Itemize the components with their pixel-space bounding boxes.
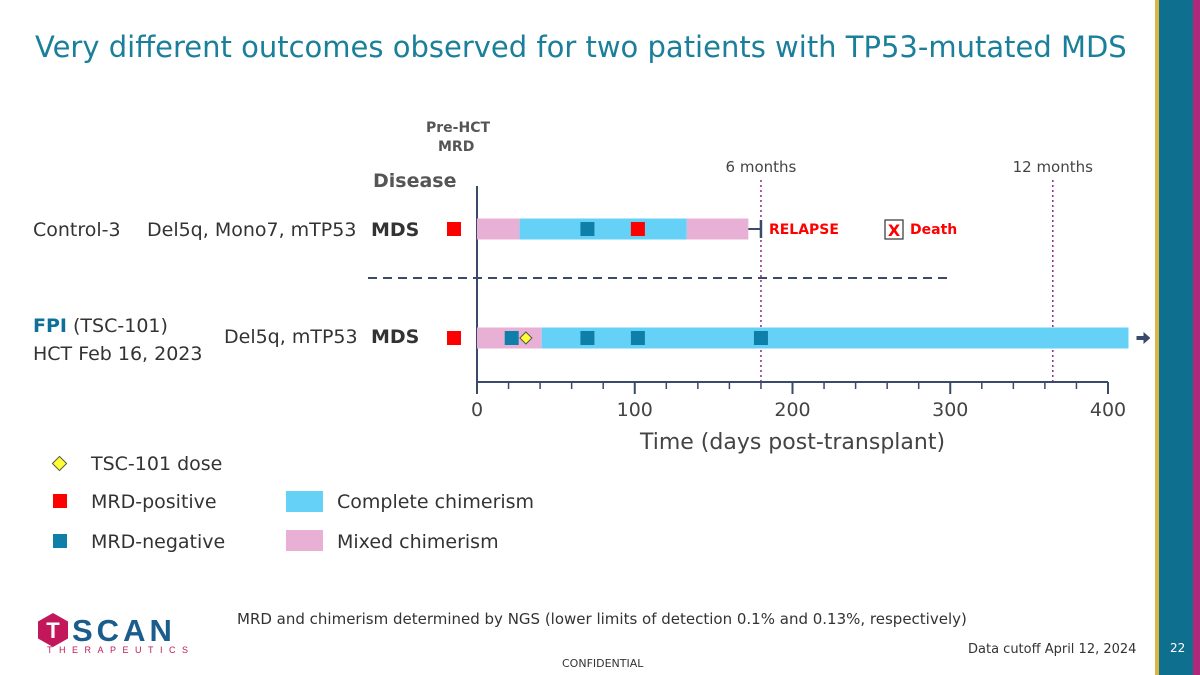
logo-text: SCAN bbox=[72, 613, 176, 648]
logo-mark-icon: T bbox=[38, 613, 68, 647]
legend-mixed-label: Mixed chimerism bbox=[337, 531, 499, 553]
mrd-marker-positive bbox=[630, 222, 645, 236]
legend-mrd-negative-label: MRD-negative bbox=[91, 531, 226, 553]
pre-hct-label-line2: MRD bbox=[438, 139, 475, 155]
patient-name-fpi: FPI bbox=[33, 315, 67, 337]
edge-stripe-gold bbox=[1155, 0, 1159, 675]
death-mark: X bbox=[888, 221, 901, 240]
x-tick-label: 100 bbox=[617, 399, 653, 421]
mrd-marker-negative bbox=[753, 331, 768, 345]
x-tick-label: 400 bbox=[1090, 399, 1126, 421]
legend-dose-label: TSC-101 dose bbox=[91, 453, 223, 475]
death-label: Death bbox=[910, 222, 957, 238]
death-box bbox=[884, 219, 904, 240]
edge-stripe-magenta bbox=[1193, 0, 1200, 675]
mrd-marker-negative bbox=[630, 331, 645, 345]
disease-header: Disease bbox=[373, 170, 457, 192]
legend-mrd-positive-label: MRD-positive bbox=[91, 491, 217, 513]
footnote: MRD and chimerism determined by NGS (low… bbox=[237, 610, 967, 628]
ongoing-arrow-icon bbox=[1143, 332, 1150, 344]
chimerism-segment-complete bbox=[519, 218, 687, 240]
x-axis-title: Time (days post-transplant) bbox=[639, 430, 945, 455]
patient-disease-control: MDS bbox=[371, 219, 420, 241]
mrd-marker-negative bbox=[504, 331, 519, 345]
chimerism-segment-mixed bbox=[477, 218, 520, 240]
slide-title: Very different outcomes observed for two… bbox=[35, 30, 1127, 64]
x-tick-label: 200 bbox=[774, 399, 810, 421]
timeline-chart: 6 months 12 months 0 100 200 300 400 Time (days… bbox=[368, 158, 1150, 455]
chimerism-segment-mixed bbox=[686, 218, 749, 240]
patient-name-control: Control-3 bbox=[33, 219, 121, 241]
dose-marker bbox=[519, 331, 533, 345]
patient-disease-fpi: MDS bbox=[371, 326, 420, 348]
relapse-label: RELAPSE bbox=[769, 222, 839, 238]
reference-line-label-1: 12 months bbox=[1013, 158, 1094, 176]
logo-subtitle: THERAPEUTICS bbox=[47, 645, 195, 655]
patient-hct-date-fpi: HCT Feb 16, 2023 bbox=[33, 343, 203, 365]
legend-complete-label: Complete chimerism bbox=[337, 491, 535, 513]
data-cutoff: Data cutoff April 12, 2024 bbox=[968, 642, 1137, 657]
mrd-marker-negative bbox=[580, 331, 595, 345]
pre-hct-mrd-marker bbox=[447, 331, 461, 345]
x-tick-label: 300 bbox=[932, 399, 968, 421]
legend-mrd-positive-swatch bbox=[53, 494, 67, 508]
edge-stripe-teal bbox=[1159, 0, 1193, 675]
mrd-marker-negative bbox=[580, 222, 595, 236]
patient-mutations-control: Del5q, Mono7, mTP53 bbox=[147, 219, 357, 241]
confidential-label: CONFIDENTIAL bbox=[562, 657, 644, 670]
logo-mark-letter: T bbox=[46, 618, 60, 643]
x-tick-label: 0 bbox=[471, 399, 483, 421]
pre-hct-label-line1: Pre-HCT bbox=[426, 120, 491, 136]
page-number: 22 bbox=[1170, 641, 1186, 655]
legend-mrd-negative-swatch bbox=[53, 534, 67, 548]
pre-hct-mrd-marker bbox=[447, 222, 461, 236]
legend-mixed-swatch bbox=[286, 530, 323, 551]
patient-mutations-fpi: Del5q, mTP53 bbox=[224, 326, 358, 348]
reference-line-label-0: 6 months bbox=[726, 158, 797, 176]
legend-complete-swatch bbox=[286, 491, 323, 512]
patient-label-fpi: FPI (TSC-101) bbox=[33, 315, 168, 337]
patient-name-fpi-detail: (TSC-101) bbox=[66, 315, 168, 337]
chimerism-segment-complete bbox=[541, 327, 1129, 349]
